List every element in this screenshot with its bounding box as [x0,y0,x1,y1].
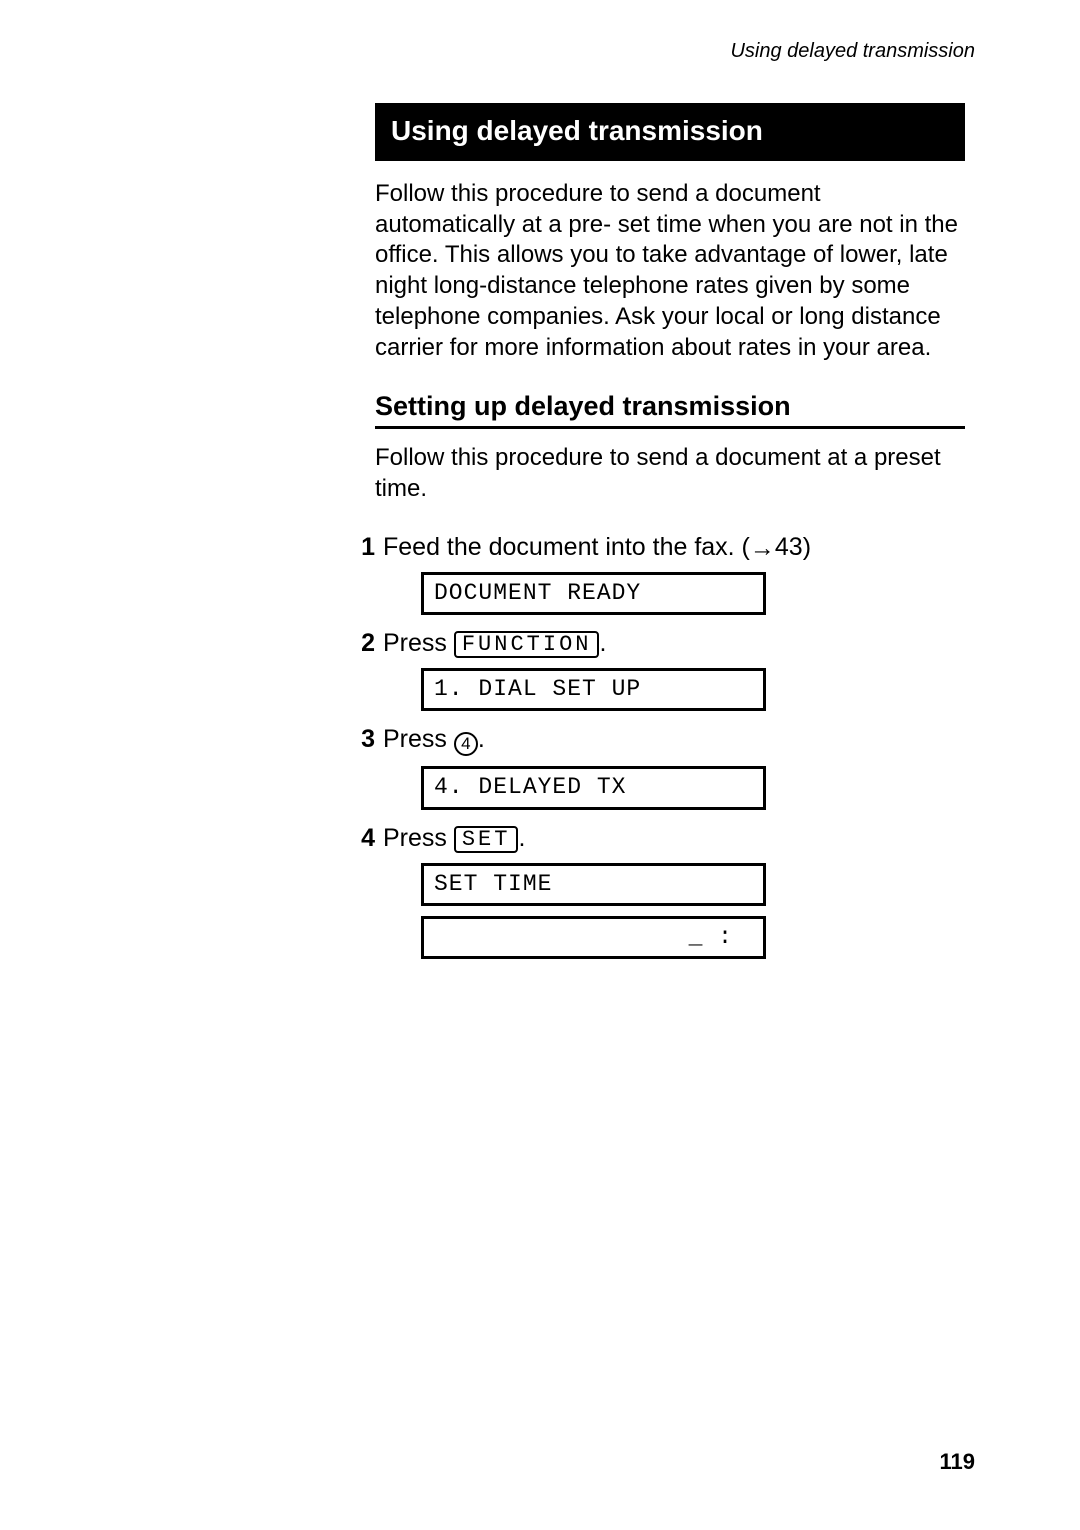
step-line: 3 Press 4. [343,725,965,756]
lcd-group: 1. DIAL SET UP [421,668,965,711]
step-text-before: Press [383,824,454,852]
step-text: Press FUNCTION. [383,629,606,658]
lcd-display: 1. DIAL SET UP [421,668,766,711]
step-text-after: . [478,725,485,753]
page: Using delayed transmission Using delayed… [0,0,1080,1530]
lcd-display: _ : [421,916,766,959]
section-title: Using delayed transmission [375,103,965,161]
number-4-key-icon: 4 [454,732,478,756]
intro-paragraph: Follow this procedure to send a document… [375,179,965,363]
step-text-before: Feed the document into the fax. ( [383,533,750,561]
step: 2 Press FUNCTION. 1. DIAL SET UP [343,629,965,711]
running-head: Using delayed transmission [95,40,975,63]
step-text: Feed the document into the fax. (→43) [383,533,811,562]
step-text-after: ) [803,533,811,561]
set-key-icon: SET [454,826,519,853]
steps-list: 1 Feed the document into the fax. (→43) … [343,533,965,960]
reference-arrow-icon: → [750,534,775,563]
step-number: 4 [343,824,375,853]
function-key-icon: FUNCTION [454,631,600,658]
page-number: 119 [940,1449,976,1475]
subheading: Setting up delayed transmission [375,391,965,429]
step-line: 1 Feed the document into the fax. (→43) [343,533,965,562]
step: 1 Feed the document into the fax. (→43) … [343,533,965,615]
step-line: 4 Press SET. [343,824,965,853]
lcd-display: SET TIME [421,863,766,906]
step-number: 2 [343,629,375,658]
step-line: 2 Press FUNCTION. [343,629,965,658]
step: 4 Press SET. SET TIME _ : [343,824,965,960]
step: 3 Press 4. 4. DELAYED TX [343,725,965,809]
lcd-group: SET TIME _ : [421,863,965,960]
step-number: 3 [343,725,375,754]
lcd-display: DOCUMENT READY [421,572,766,615]
reference-page: 43 [775,533,803,561]
lcd-group: DOCUMENT READY [421,572,965,615]
step-number: 1 [343,533,375,562]
step-text-before: Press [383,725,454,753]
lcd-group: 4. DELAYED TX [421,766,965,809]
step-text: Press 4. [383,725,485,756]
sub-intro-paragraph: Follow this procedure to send a document… [375,443,965,504]
step-text-before: Press [383,629,454,657]
step-text-after: . [518,824,525,852]
step-text-after: . [599,629,606,657]
step-text: Press SET. [383,824,525,853]
content-column: Using delayed transmission Follow this p… [375,103,965,959]
lcd-display: 4. DELAYED TX [421,766,766,809]
